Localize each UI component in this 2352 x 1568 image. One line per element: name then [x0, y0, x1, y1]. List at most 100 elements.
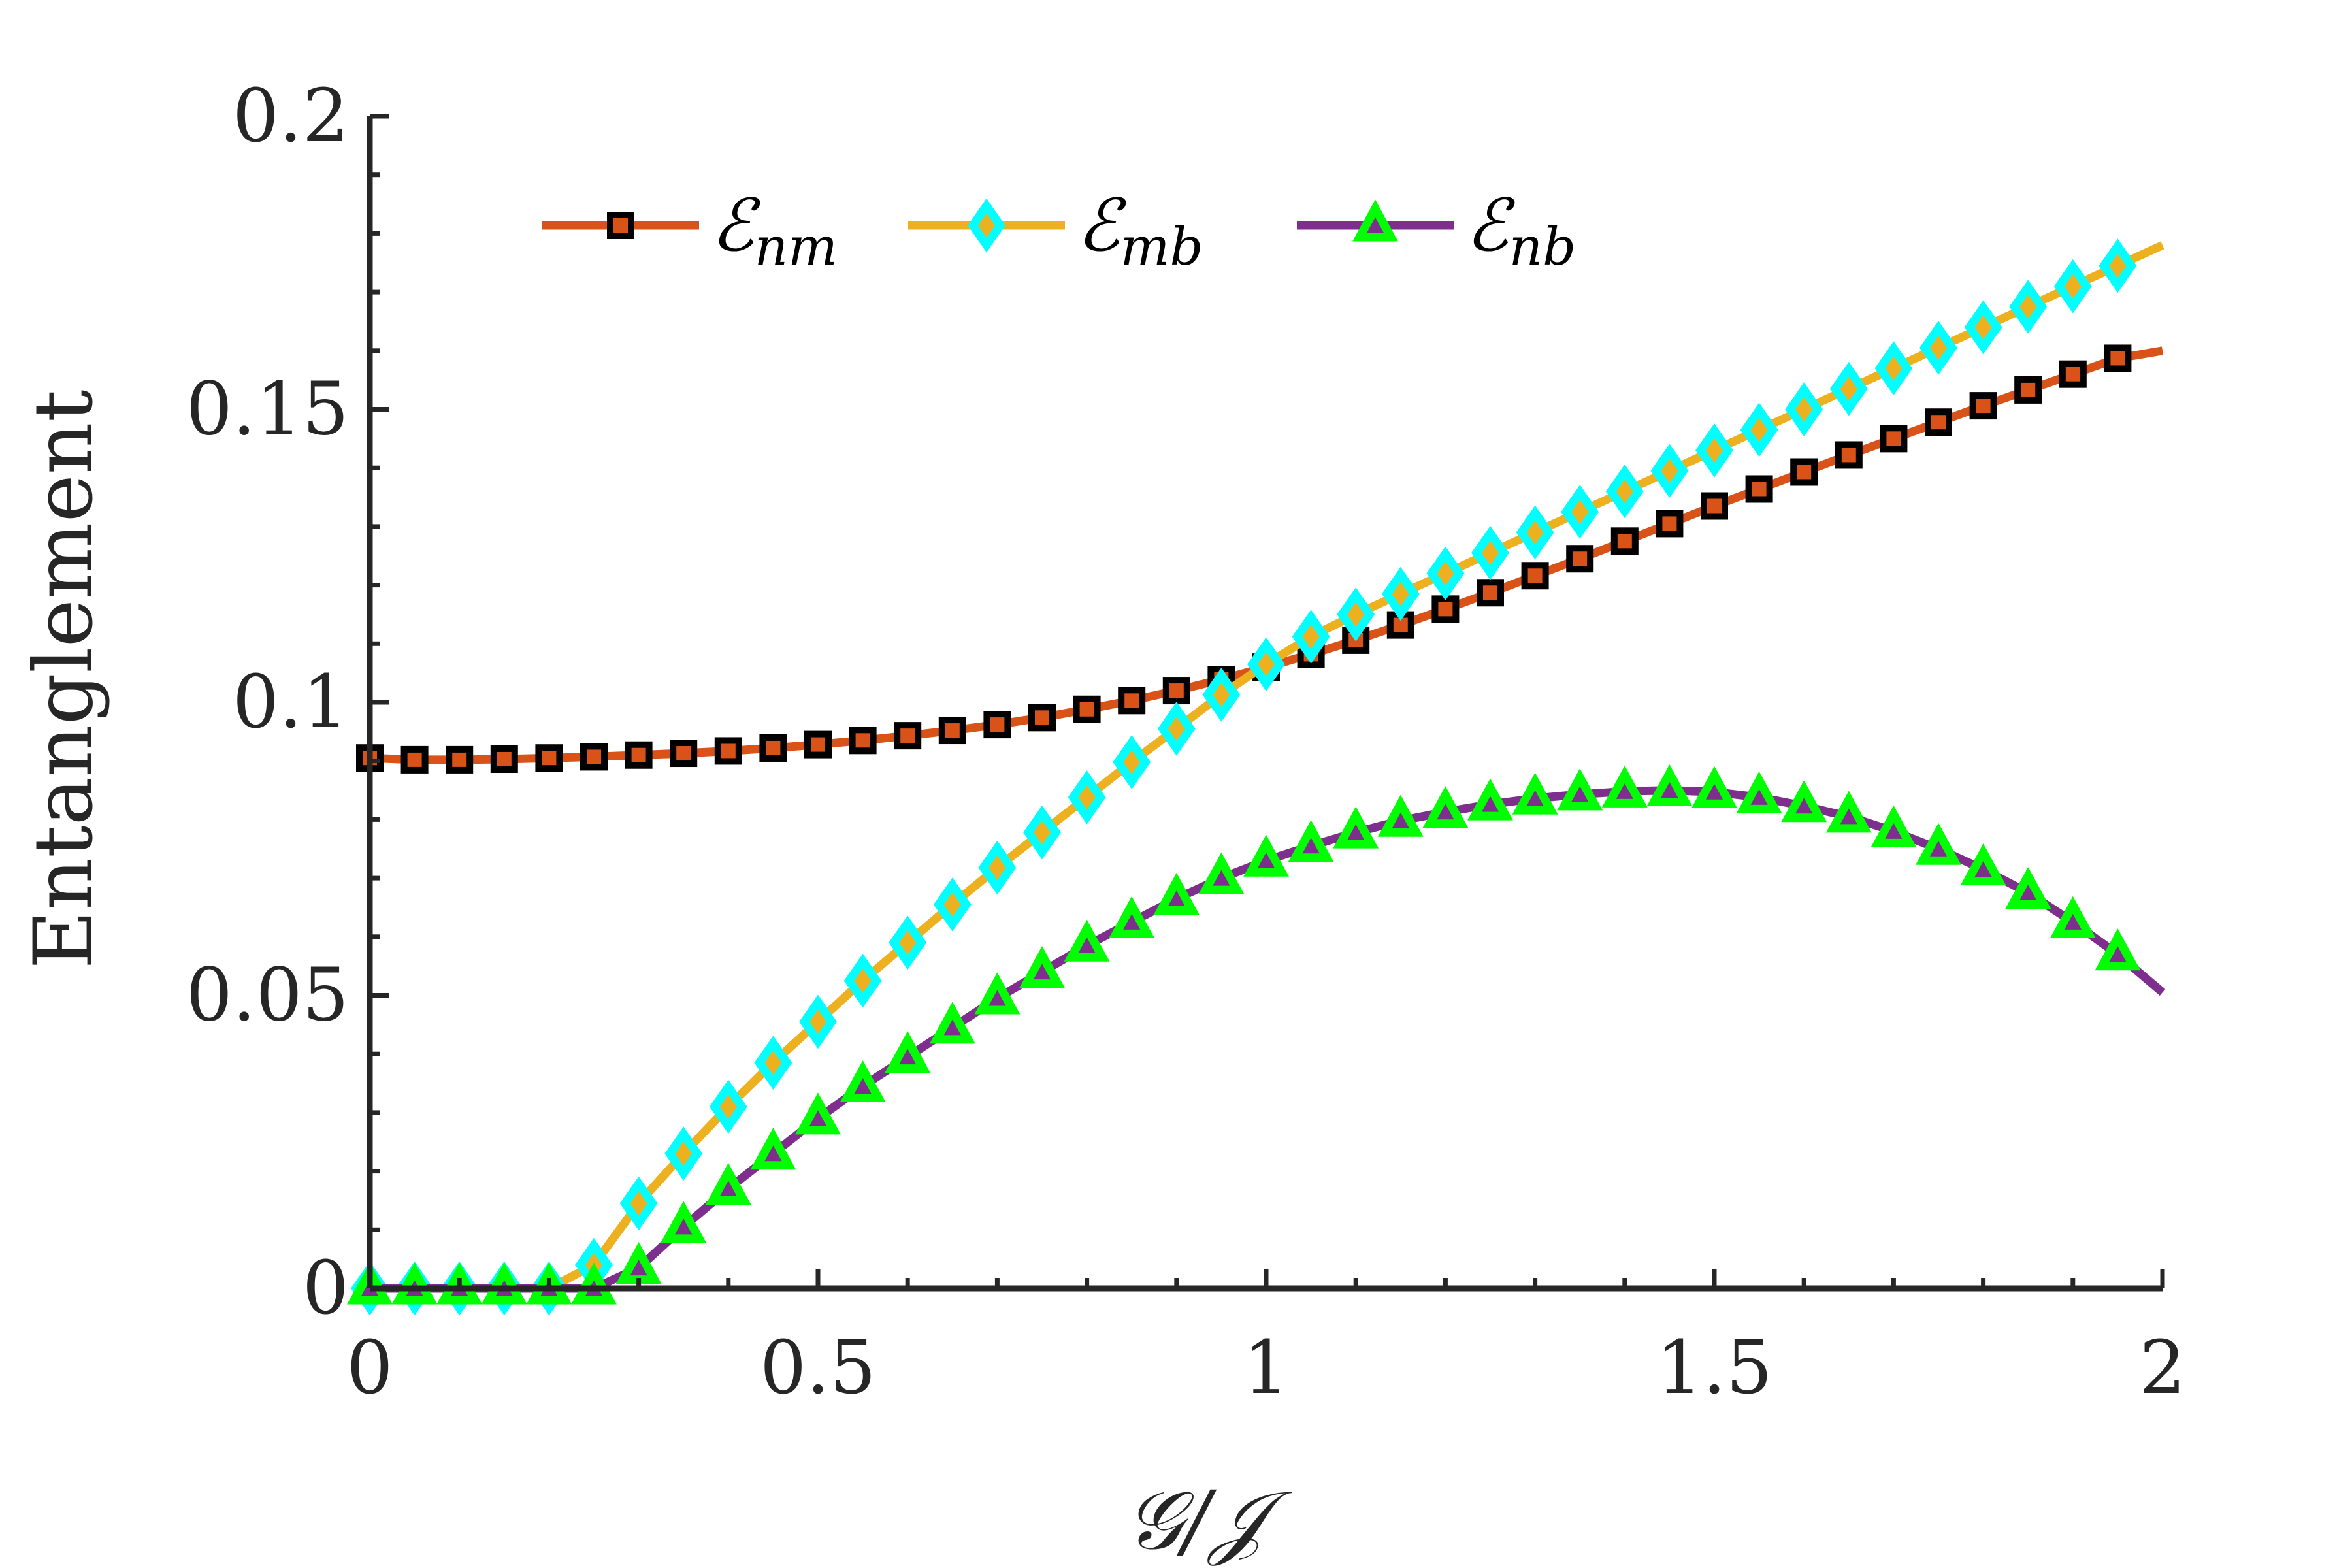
data-point: [754, 1036, 792, 1090]
data-point: [1153, 872, 1200, 915]
x-tick-label: 2: [2139, 1326, 2185, 1411]
data-point: [1646, 764, 1693, 807]
y-tick-label: 0: [302, 1246, 349, 1331]
x-axis-label: 𝒢/𝒥: [1125, 1474, 1292, 1568]
data-point: [1701, 492, 1728, 520]
legend-label: ℰnm: [711, 184, 838, 277]
data-point: [1825, 791, 1872, 833]
data-point: [1118, 687, 1146, 715]
data-point: [1064, 919, 1110, 962]
legend-marker: [1352, 199, 1398, 242]
data-point: [938, 717, 966, 745]
data-point: [1919, 320, 1957, 375]
data-point: [535, 744, 563, 772]
data-point: [795, 1092, 841, 1135]
data-point: [1243, 834, 1289, 877]
data-point: [1566, 545, 1594, 573]
data-point: [1431, 595, 1460, 623]
data-point: [1477, 579, 1504, 607]
data-point: [1202, 668, 1241, 722]
data-point: [1695, 423, 1733, 478]
data-point: [1790, 458, 1818, 486]
data-point: [1426, 546, 1465, 600]
data-point: [2005, 866, 2051, 909]
data-point: [2095, 928, 2141, 971]
legend-marker: [968, 198, 1005, 253]
data-point: [2014, 376, 2042, 404]
data-point: [1109, 896, 1155, 938]
data-point: [625, 741, 653, 769]
legend-item-nb: ℰnb: [1297, 184, 1576, 277]
data-point: [1113, 735, 1151, 789]
data-point: [1781, 780, 1827, 823]
data-point: [983, 711, 1011, 739]
data-point: [1561, 485, 1599, 539]
legend-marker: [607, 212, 634, 239]
data-point: [1471, 525, 1509, 580]
y-tick-label: 0.1: [233, 660, 349, 745]
data-point: [2009, 280, 2048, 334]
series-layer: [347, 238, 2166, 1316]
data-point: [1829, 361, 1868, 416]
data-point: [580, 743, 608, 771]
data-point: [400, 745, 429, 774]
data-point: [974, 972, 1021, 1015]
data-point: [885, 1031, 931, 1073]
data-point: [1198, 852, 1245, 894]
x-tick-label: 0: [346, 1326, 393, 1411]
data-point: [1422, 786, 1469, 828]
data-point: [1874, 341, 1913, 396]
data-point: [2050, 896, 2096, 938]
data-point: [1736, 771, 1782, 813]
data-point: [446, 745, 474, 774]
data-point: [1691, 766, 1737, 808]
series-e-nm: [356, 344, 2164, 774]
data-point: [1964, 300, 2002, 355]
data-point: [2099, 238, 2137, 293]
data-point: [1916, 823, 1961, 865]
data-point: [849, 727, 877, 755]
data-point: [1740, 402, 1778, 457]
data-point: [1467, 778, 1513, 821]
data-point: [750, 1128, 796, 1170]
data-point: [1969, 392, 1997, 420]
data-point: [670, 740, 698, 768]
data-point: [664, 1126, 703, 1181]
data-point: [1745, 475, 1773, 503]
data-point: [490, 745, 518, 774]
data-point: [929, 1002, 975, 1044]
data-point: [1157, 702, 1196, 756]
data-point: [1557, 768, 1603, 811]
x-tick-label: 1.5: [1656, 1326, 1772, 1411]
data-point: [1610, 527, 1639, 555]
data-point: [1292, 610, 1330, 664]
data-point: [840, 1060, 886, 1103]
data-point: [978, 840, 1017, 895]
data-point: [1162, 677, 1190, 705]
data-point: [1333, 806, 1379, 849]
data-point: [1650, 444, 1689, 498]
data-point: [804, 730, 832, 759]
data-point: [1656, 510, 1684, 538]
series-e-mb: [351, 238, 2164, 1316]
legend-item-nm: ℰnm: [542, 184, 838, 277]
data-point: [1835, 441, 1863, 469]
x-tick-label: 0.5: [760, 1326, 876, 1411]
data-point: [1073, 695, 1101, 723]
data-point: [1925, 408, 1952, 436]
axes-layer: 0 0.5 1 1.5 2 0 0.05 0.1 0.15 0.2: [186, 74, 2186, 1411]
data-point: [1880, 425, 1908, 453]
legend-label: ℰmb: [1077, 184, 1203, 277]
data-point: [1521, 562, 1549, 590]
data-point: [2104, 344, 2132, 372]
data-point: [1960, 843, 2006, 886]
y-tick-label: 0.15: [186, 367, 349, 452]
y-tick-label: 0.2: [233, 74, 349, 159]
data-point: [1601, 765, 1648, 808]
series-line: [369, 346, 2164, 764]
data-point: [1068, 770, 1106, 825]
data-point: [1605, 464, 1644, 519]
y-axis-label: Entanglement: [17, 389, 111, 969]
data-point: [619, 1176, 658, 1231]
